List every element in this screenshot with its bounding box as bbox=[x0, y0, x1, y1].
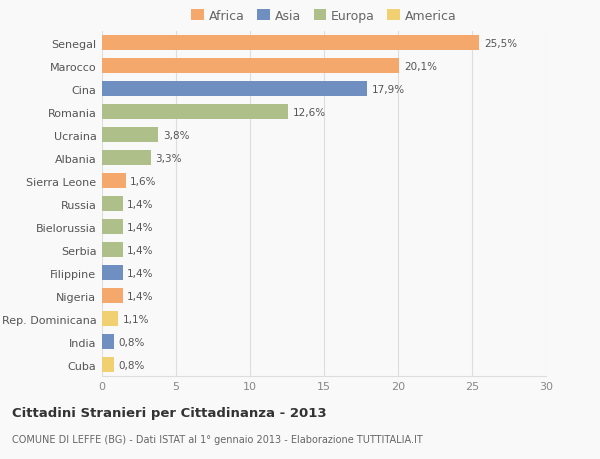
Text: 1,4%: 1,4% bbox=[127, 199, 154, 209]
Text: COMUNE DI LEFFE (BG) - Dati ISTAT al 1° gennaio 2013 - Elaborazione TUTTITALIA.I: COMUNE DI LEFFE (BG) - Dati ISTAT al 1° … bbox=[12, 434, 423, 444]
Text: 1,4%: 1,4% bbox=[127, 268, 154, 278]
Bar bbox=[102, 243, 123, 257]
Text: 1,4%: 1,4% bbox=[127, 291, 154, 301]
Legend: Africa, Asia, Europa, America: Africa, Asia, Europa, America bbox=[191, 10, 457, 22]
Bar bbox=[102, 312, 118, 326]
Bar bbox=[102, 289, 123, 303]
Bar bbox=[102, 36, 479, 51]
Bar bbox=[102, 220, 123, 235]
Text: 17,9%: 17,9% bbox=[371, 84, 404, 95]
Text: 1,4%: 1,4% bbox=[127, 222, 154, 232]
Text: 1,4%: 1,4% bbox=[127, 245, 154, 255]
Text: 0,8%: 0,8% bbox=[118, 337, 145, 347]
Text: 1,6%: 1,6% bbox=[130, 176, 157, 186]
Text: 20,1%: 20,1% bbox=[404, 62, 437, 72]
Text: 0,8%: 0,8% bbox=[118, 360, 145, 370]
Text: 12,6%: 12,6% bbox=[293, 107, 326, 118]
Text: 1,1%: 1,1% bbox=[123, 314, 149, 324]
Bar bbox=[102, 335, 114, 349]
Bar bbox=[102, 197, 123, 212]
Bar bbox=[102, 105, 289, 120]
Text: 3,8%: 3,8% bbox=[163, 130, 189, 140]
Bar bbox=[102, 82, 367, 97]
Text: 25,5%: 25,5% bbox=[484, 39, 517, 49]
Bar bbox=[102, 151, 151, 166]
Text: 3,3%: 3,3% bbox=[155, 153, 182, 163]
Bar bbox=[102, 59, 400, 74]
Text: Cittadini Stranieri per Cittadinanza - 2013: Cittadini Stranieri per Cittadinanza - 2… bbox=[12, 406, 326, 419]
Bar bbox=[102, 358, 114, 372]
Bar bbox=[102, 174, 125, 189]
Bar bbox=[102, 266, 123, 280]
Bar bbox=[102, 128, 158, 143]
